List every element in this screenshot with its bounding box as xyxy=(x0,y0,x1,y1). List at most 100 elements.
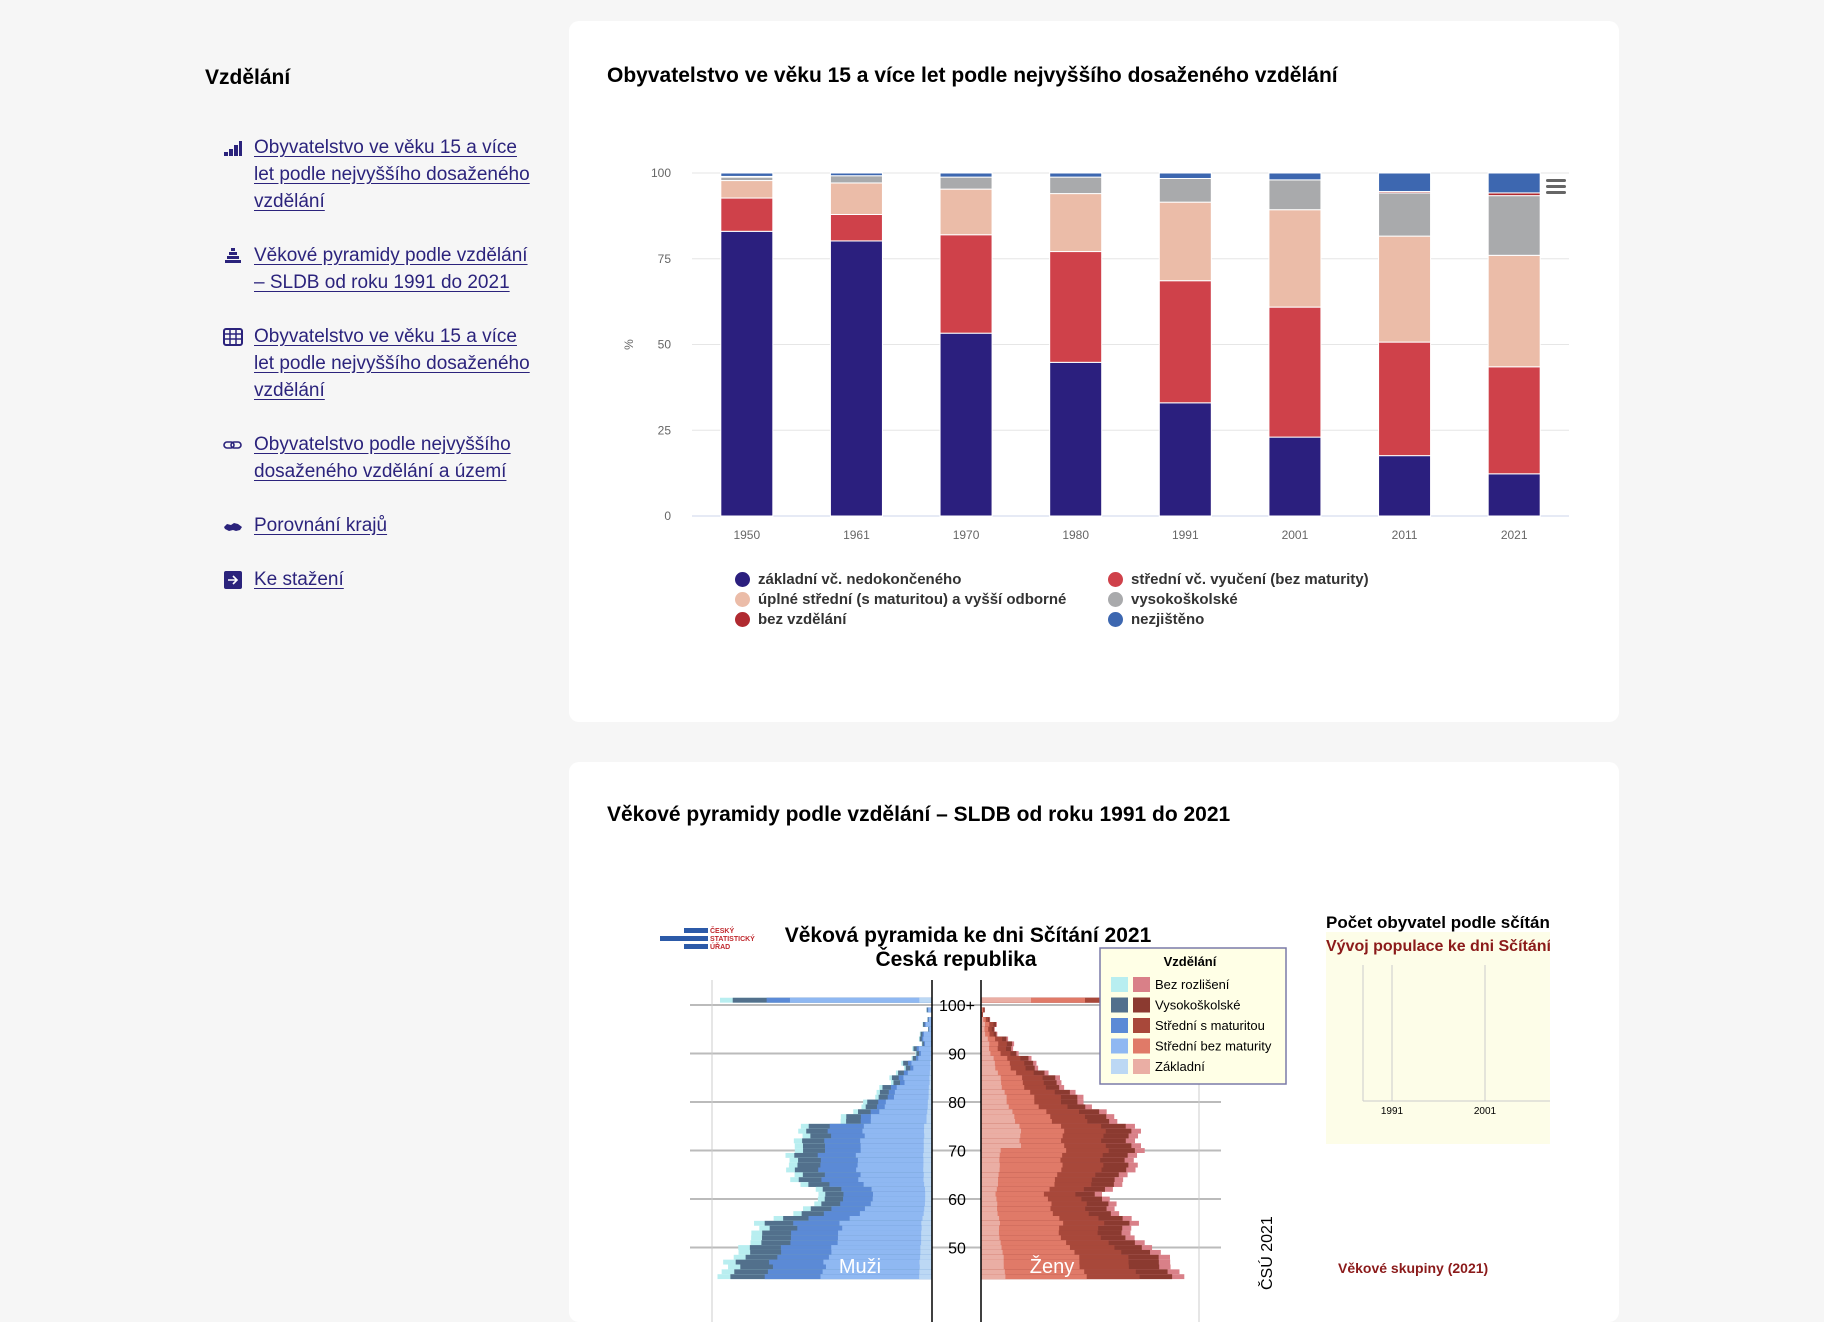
women-bar xyxy=(981,1206,997,1211)
men-bar xyxy=(923,1037,932,1042)
table-icon xyxy=(223,328,243,346)
men-bar xyxy=(919,1260,932,1265)
men-bar xyxy=(924,1211,932,1216)
bar-segment xyxy=(1159,403,1211,516)
bar-segment xyxy=(940,333,992,516)
sidebar-item-regions[interactable]: Porovnání krajů xyxy=(205,512,535,539)
women-bar xyxy=(981,1051,990,1056)
men-bar xyxy=(838,1240,932,1245)
men-bar xyxy=(856,1153,932,1158)
women-bar xyxy=(981,1104,1009,1109)
bar-segment xyxy=(1269,173,1321,180)
men-bar xyxy=(921,1231,932,1236)
legend-item[interactable]: nezjištěno xyxy=(1108,611,1204,628)
legend-label: bez vzdělání xyxy=(758,611,846,628)
legend-label: vysokoškolské xyxy=(1131,591,1238,608)
men-bar xyxy=(924,1206,932,1211)
sidebar-item-table[interactable]: Obyvatelstvo ve věku 15 a více let podle… xyxy=(205,323,535,404)
sidebar-item-pyramid[interactable]: Věkové pyramidy podle vzdělání – SLDB od… xyxy=(205,242,535,296)
men-bar xyxy=(924,1148,932,1153)
bar-segment xyxy=(721,198,773,231)
men-bar xyxy=(919,998,932,1003)
sidebar-item-chart[interactable]: Obyvatelstvo ve věku 15 a více let podle… xyxy=(205,134,535,215)
legend-label: Bez rozlišení xyxy=(1155,977,1230,992)
link-icon xyxy=(223,436,243,454)
men-bar xyxy=(905,1080,932,1085)
men-bar xyxy=(925,1201,932,1206)
bar-segment xyxy=(830,183,882,215)
men-bar xyxy=(925,1187,932,1192)
men-bar xyxy=(925,1197,932,1202)
legend-item[interactable]: střední vč. vyučení (bez maturity) xyxy=(1108,571,1369,588)
men-bar xyxy=(921,1240,932,1245)
men-bar xyxy=(924,1172,932,1177)
women-bar xyxy=(981,1124,1019,1129)
x-tick-label: 1970 xyxy=(953,528,980,542)
sidebar-link[interactable]: Obyvatelstvo ve věku 15 a více let podle… xyxy=(254,326,530,401)
bar-segment xyxy=(1159,281,1211,403)
copyright-label: ČSÚ 2021 xyxy=(1257,1216,1276,1290)
bar-segment xyxy=(830,215,882,241)
legend-item[interactable]: úplné střední (s maturitou) a vyšší odbo… xyxy=(735,591,1066,608)
men-bar xyxy=(858,1177,932,1182)
sidebar-link[interactable]: Věkové pyramidy podle vzdělání – SLDB od… xyxy=(254,245,528,293)
menu-line xyxy=(1546,185,1566,188)
men-bar xyxy=(861,1143,932,1148)
women-bar xyxy=(981,1143,1021,1148)
sidebar-link[interactable]: Ke stažení xyxy=(254,569,344,590)
men-bar xyxy=(924,1138,932,1143)
sidebar-item-territory[interactable]: Obyvatelstvo podle nejvyššího dosaženého… xyxy=(205,431,535,485)
bar-segment xyxy=(1379,173,1431,192)
men-bar xyxy=(923,1158,932,1163)
legend-item[interactable]: bez vzdělání xyxy=(735,611,846,628)
women-bar xyxy=(981,1085,1002,1090)
men-bar xyxy=(865,1206,932,1211)
men-bar xyxy=(918,1056,932,1061)
bar-segment xyxy=(1159,173,1211,178)
bar-segment xyxy=(1050,252,1102,363)
men-bar xyxy=(860,1138,932,1143)
x-tick-label: 2021 xyxy=(1501,528,1528,542)
men-bar xyxy=(861,1148,932,1153)
men-bar xyxy=(839,1221,932,1226)
men-bar xyxy=(856,1168,932,1173)
women-bar xyxy=(981,1114,1014,1119)
legend-label: Střední s maturitou xyxy=(1155,1018,1265,1033)
women-bar xyxy=(981,1080,1001,1085)
pyramid-subtitle: Česká republika xyxy=(875,947,1036,971)
bar-segment xyxy=(1488,474,1540,516)
sidebar-link[interactable]: Porovnání krajů xyxy=(254,515,387,536)
women-bar xyxy=(981,1172,999,1177)
bar-segment xyxy=(940,235,992,333)
women-bar xyxy=(981,1138,1020,1143)
legend-label: Základní xyxy=(1155,1059,1205,1074)
men-bar xyxy=(790,998,932,1003)
women-bar xyxy=(981,1046,989,1051)
bar-segment xyxy=(1159,202,1211,281)
legend-label: základní vč. nedokončeného xyxy=(758,571,961,588)
men-bar xyxy=(864,1182,932,1187)
y-tick-label: 100 xyxy=(651,166,671,180)
legend-dot-icon xyxy=(1108,612,1123,627)
sidebar-link[interactable]: Obyvatelstvo ve věku 15 a více let podle… xyxy=(254,137,530,212)
men-bar xyxy=(922,1226,932,1231)
legend-item[interactable]: vysokoškolské xyxy=(1108,591,1238,608)
download-arrow-icon xyxy=(223,571,243,589)
bar-segment xyxy=(830,173,882,176)
sidebar-item-download[interactable]: Ke stažení xyxy=(205,566,535,593)
men-bar xyxy=(919,1046,932,1051)
women-bar xyxy=(981,1192,996,1197)
bar-segment xyxy=(940,189,992,235)
side-tick-label: 2001 xyxy=(1474,1106,1497,1117)
men-bar xyxy=(858,1158,932,1163)
women-bar xyxy=(981,1235,999,1240)
bar-segment xyxy=(1050,173,1102,177)
men-bar xyxy=(831,1245,932,1250)
legend-label: střední vč. vyučení (bez maturity) xyxy=(1131,571,1369,588)
sidebar-link[interactable]: Obyvatelstvo podle nejvyššího dosaženého… xyxy=(254,434,511,482)
legend-item[interactable]: základní vč. nedokončeného xyxy=(735,571,961,588)
women-bar xyxy=(981,1095,1007,1100)
chart-menu-icon[interactable] xyxy=(1546,179,1566,194)
men-bar xyxy=(838,1231,932,1236)
